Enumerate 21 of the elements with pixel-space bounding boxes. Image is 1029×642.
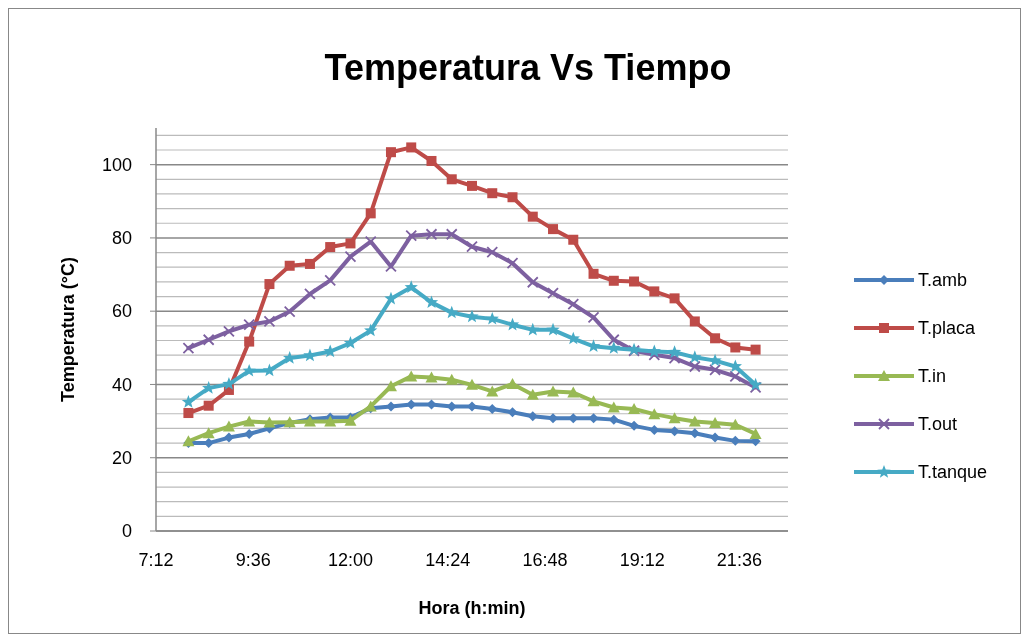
y-tick-label: 60 <box>111 301 132 322</box>
x-tick-label: 14:24 <box>425 550 471 570</box>
x-tick-label: 21:36 <box>716 550 762 570</box>
y-tick-label: 100 <box>101 154 132 175</box>
x-tick-label: 9:36 <box>235 550 271 570</box>
y-tick-label: 20 <box>111 448 132 469</box>
x-tick-label: 12:00 <box>327 550 373 570</box>
chart-title: Temperatura Vs Tiempo <box>324 47 732 88</box>
x-tick-label: 19:12 <box>619 550 665 570</box>
x-tick-label: 16:48 <box>522 550 568 570</box>
legend-label: T.amb <box>918 270 968 291</box>
legend-label: T.tanque <box>918 462 988 483</box>
y-axis-title: Temperatura (°C) <box>58 257 78 402</box>
x-tick-label: 7:12 <box>138 550 174 570</box>
y-tick-label: 0 <box>121 521 132 542</box>
y-tick-label: 40 <box>111 374 132 395</box>
y-tick-label: 80 <box>111 228 132 249</box>
legend-label: T.in <box>918 366 947 387</box>
x-axis-title: Hora (h:min) <box>418 598 526 618</box>
legend-label: T.placa <box>918 318 977 339</box>
legend-label: T.out <box>918 414 958 435</box>
